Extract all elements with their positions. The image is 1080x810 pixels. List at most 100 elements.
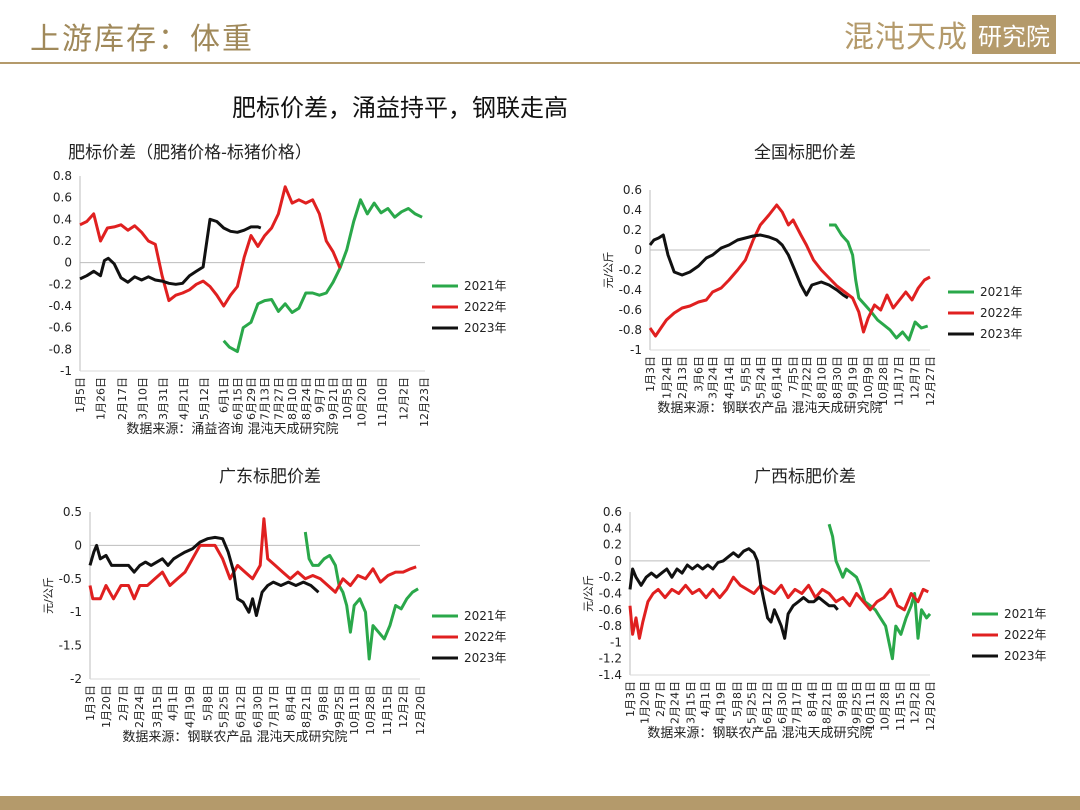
x-tick-label: 12月20日 xyxy=(414,685,427,735)
x-tick-label: 6月15日 xyxy=(231,377,244,420)
x-tick-label: 12月27日 xyxy=(924,356,937,406)
x-tick-label: 3月31日 xyxy=(157,377,170,420)
x-tick-label: 8月10日 xyxy=(286,377,299,420)
y-tick-label: 0.8 xyxy=(53,169,72,183)
y-tick-label: -0.6 xyxy=(619,303,642,317)
x-tick-label: 11月17日 xyxy=(893,356,906,406)
y-tick-label: -0.2 xyxy=(49,277,72,291)
y-axis-label: 元/公斤 xyxy=(602,252,615,289)
y-tick-label: -0.8 xyxy=(599,619,622,633)
x-tick-label: 4月21日 xyxy=(178,377,191,420)
x-tick-label: 12月20日 xyxy=(924,681,937,731)
y-tick-label: -1 xyxy=(630,343,642,357)
x-tick-label: 9月25日 xyxy=(333,685,346,728)
slide-subtitle: 肥标价差，涌益持平，钢联走高 xyxy=(232,94,568,122)
x-tick-label: 1月20日 xyxy=(100,685,113,728)
x-tick-label: 10月28日 xyxy=(877,356,890,406)
x-tick-label: 4月19日 xyxy=(184,685,197,728)
x-tick-label: 9月7日 xyxy=(313,377,326,413)
x-tick-label: 12月23日 xyxy=(418,377,431,427)
x-tick-label: 5月8日 xyxy=(202,685,215,721)
x-tick-label: 1月20日 xyxy=(639,681,652,724)
x-tick-label: 8月4日 xyxy=(806,681,819,717)
x-tick-label: 2月7日 xyxy=(117,685,130,721)
x-tick-label: 10月28日 xyxy=(879,681,892,731)
y-tick-label: -2 xyxy=(70,672,82,686)
y-tick-label: -1.4 xyxy=(599,668,622,682)
y-tick-label: 0.4 xyxy=(603,521,622,535)
x-tick-label: 2月13日 xyxy=(676,356,689,399)
x-tick-label: 8月21日 xyxy=(300,685,313,728)
x-tick-label: 8月21日 xyxy=(821,681,834,724)
series-line-2023 xyxy=(648,233,849,300)
y-tick-label: 0.4 xyxy=(623,203,642,217)
series-line-2022 xyxy=(648,203,931,338)
x-tick-label: 1月24日 xyxy=(660,356,673,399)
series-line-2021 xyxy=(222,198,423,353)
legend-label-2021: 2021年 xyxy=(1004,607,1047,621)
x-tick-label: 3月6日 xyxy=(692,356,705,392)
legend-label-2023: 2023年 xyxy=(980,327,1023,341)
x-tick-label: 5月25日 xyxy=(745,681,758,724)
x-tick-label: 1月3日 xyxy=(644,356,657,392)
x-tick-label: 5月8日 xyxy=(731,681,744,717)
legend-label-2022: 2022年 xyxy=(464,630,507,644)
x-tick-label: 10月11日 xyxy=(864,681,877,731)
y-tick-label: -0.2 xyxy=(599,570,622,584)
chart-source-note: 数据来源：钢联农产品 混沌天成研究院 xyxy=(122,730,347,745)
x-tick-label: 8月4日 xyxy=(284,685,297,721)
x-tick-label: 4月14日 xyxy=(723,356,736,399)
legend-label-2021: 2021年 xyxy=(980,285,1023,299)
x-tick-label: 6月30日 xyxy=(776,681,789,724)
x-tick-label: 3月10日 xyxy=(137,377,150,420)
header-divider xyxy=(0,62,1080,64)
series-line-2021 xyxy=(827,523,932,661)
y-tick-label: 0.2 xyxy=(623,223,642,237)
x-tick-label: 6月12日 xyxy=(761,681,774,724)
y-tick-label: -0.2 xyxy=(619,263,642,277)
series-line-2022 xyxy=(628,575,929,640)
y-tick-label: -0.4 xyxy=(49,299,72,313)
chart-title: 广东标肥价差 xyxy=(219,467,321,487)
x-tick-label: 8月30日 xyxy=(831,356,844,399)
x-tick-label: 9月21日 xyxy=(327,377,340,420)
x-tick-label: 6月1日 xyxy=(218,377,231,413)
legend-label-2022: 2022年 xyxy=(464,300,507,314)
x-tick-label: 1月3日 xyxy=(624,681,637,717)
x-tick-label: 6月30日 xyxy=(251,685,264,728)
legend-label-2023: 2023年 xyxy=(464,651,507,665)
x-tick-label: 3月15日 xyxy=(685,681,698,724)
x-tick-label: 1月3日 xyxy=(84,685,97,721)
x-tick-label: 12月2日 xyxy=(397,377,410,420)
x-tick-label: 5月12日 xyxy=(198,377,211,420)
x-tick-label: 11月15日 xyxy=(381,685,394,735)
y-tick-label: 0 xyxy=(634,243,642,257)
series-line-2021 xyxy=(829,223,929,342)
y-tick-label: 0.6 xyxy=(623,183,642,197)
y-axis-label: 元/公斤 xyxy=(42,577,55,614)
series-line-2021 xyxy=(303,531,419,661)
x-tick-label: 6月29日 xyxy=(245,377,258,420)
x-tick-label: 7月5日 xyxy=(787,356,800,392)
x-tick-label: 1月5日 xyxy=(74,377,87,413)
chart-source-note: 数据来源：钢联农产品 混沌天成研究院 xyxy=(657,401,882,416)
logo-box: 研究院 xyxy=(972,14,1056,54)
y-tick-label: 0 xyxy=(74,538,82,552)
x-tick-label: 5月24日 xyxy=(754,356,767,399)
legend-label-2021: 2021年 xyxy=(464,279,507,293)
x-tick-label: 5月25日 xyxy=(218,685,231,728)
x-tick-label: 9月8日 xyxy=(317,685,330,721)
x-tick-label: 4月19日 xyxy=(715,681,728,724)
x-tick-label: 5月5日 xyxy=(739,356,752,392)
x-tick-label: 12月7日 xyxy=(908,356,921,399)
y-tick-label: -1 xyxy=(610,635,622,649)
y-tick-label: -0.4 xyxy=(599,587,622,601)
legend-label-2023: 2023年 xyxy=(464,321,507,335)
x-tick-label: 7月27日 xyxy=(272,377,285,420)
footer-bar xyxy=(0,796,1080,810)
x-tick-label: 2月24日 xyxy=(133,685,146,728)
y-tick-label: 0.2 xyxy=(603,538,622,552)
x-tick-label: 7月22日 xyxy=(800,356,813,399)
